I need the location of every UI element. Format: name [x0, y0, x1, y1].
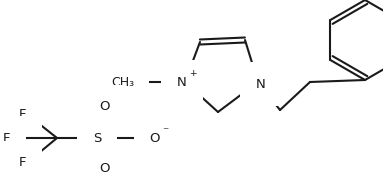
Text: O: O	[100, 101, 110, 114]
Text: F: F	[18, 156, 26, 170]
Text: N: N	[256, 77, 266, 91]
Text: CH₃: CH₃	[111, 75, 134, 88]
Text: O: O	[100, 163, 110, 176]
Text: ⁻: ⁻	[162, 125, 168, 139]
Text: N: N	[177, 75, 187, 88]
Text: S: S	[93, 132, 101, 145]
Text: +: +	[189, 68, 197, 77]
Text: F: F	[2, 132, 10, 145]
Text: O: O	[150, 132, 160, 145]
Text: F: F	[18, 108, 26, 121]
